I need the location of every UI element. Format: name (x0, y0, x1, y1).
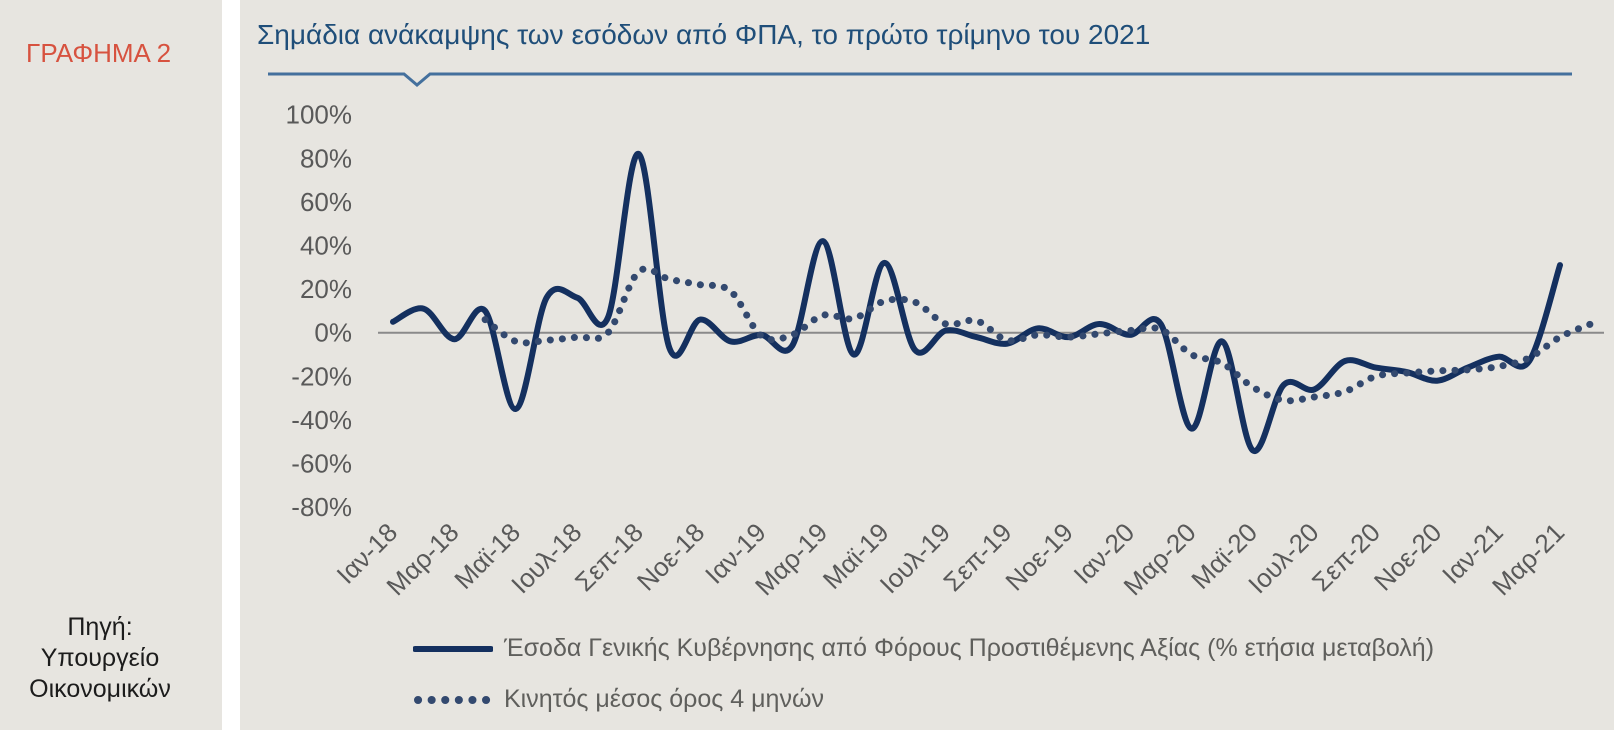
vat-revenue-solid-line (390, 150, 1563, 454)
legend-label: Κινητός μέσος όρος 4 μηνών (504, 685, 824, 713)
y-axis-tick-label: 40% (300, 231, 352, 261)
legend-item-vat-revenue: Έσοδα Γενικής Κυβέρνησης από Φόρους Προσ… (413, 634, 1434, 663)
legend-label: Έσοδα Γενικής Κυβέρνησης από Φόρους Προσ… (504, 634, 1435, 662)
x-axis-tick-label: Ιουλ-19 (874, 517, 956, 599)
x-axis-tick-label: Ιουλ-18 (505, 517, 587, 599)
y-axis-tick-label: -40% (291, 405, 352, 435)
title-rule-with-notch (268, 72, 1572, 87)
y-axis-tick-label: 100% (286, 100, 353, 130)
source-line-3: Οικονομικών (29, 675, 171, 703)
solid-line-swatch-icon (413, 645, 493, 652)
y-axis-tick-label: -20% (291, 361, 352, 391)
x-axis-tick-label: Σεπ-19 (937, 517, 1017, 597)
y-axis-tick-label: 60% (300, 187, 352, 217)
x-axis-tick-label: Σεπ-18 (569, 517, 649, 597)
x-axis-tick-label: Νοε-20 (1368, 517, 1447, 596)
dotted-line-swatch-icon (414, 695, 493, 704)
y-axis-tick-label: 80% (300, 143, 352, 173)
x-axis-tick-label: Ιουλ-20 (1242, 517, 1324, 599)
source-line-1: Πηγή: (67, 613, 133, 641)
chart-title: Σημάδια ανάκαμψης των εσόδων από ΦΠΑ, το… (257, 19, 1151, 50)
moving-average-dotted-line (481, 265, 1595, 405)
y-axis-tick-label: 0% (314, 318, 352, 348)
x-axis-tick-label: Σεπ-20 (1306, 517, 1386, 597)
x-axis-tick-label: Νοε-19 (999, 517, 1078, 596)
main-chart-panel (240, 0, 1614, 730)
x-axis-tick-label: Νοε-18 (631, 517, 710, 596)
y-axis-tick-label: -60% (291, 449, 352, 479)
y-axis-tick-label: -80% (291, 492, 352, 522)
y-axis-tick-label: 20% (300, 274, 352, 304)
figure-number-label: ΓΡΑΦΗΜΑ 2 (26, 38, 172, 68)
source-note: Πηγή: Υπουργείο Οικονομικών (0, 612, 200, 705)
source-line-2: Υπουργείο (40, 644, 160, 672)
sidebar-panel (0, 0, 222, 730)
legend-item-moving-average: Κινητός μέσος όρος 4 μηνών (413, 685, 824, 714)
